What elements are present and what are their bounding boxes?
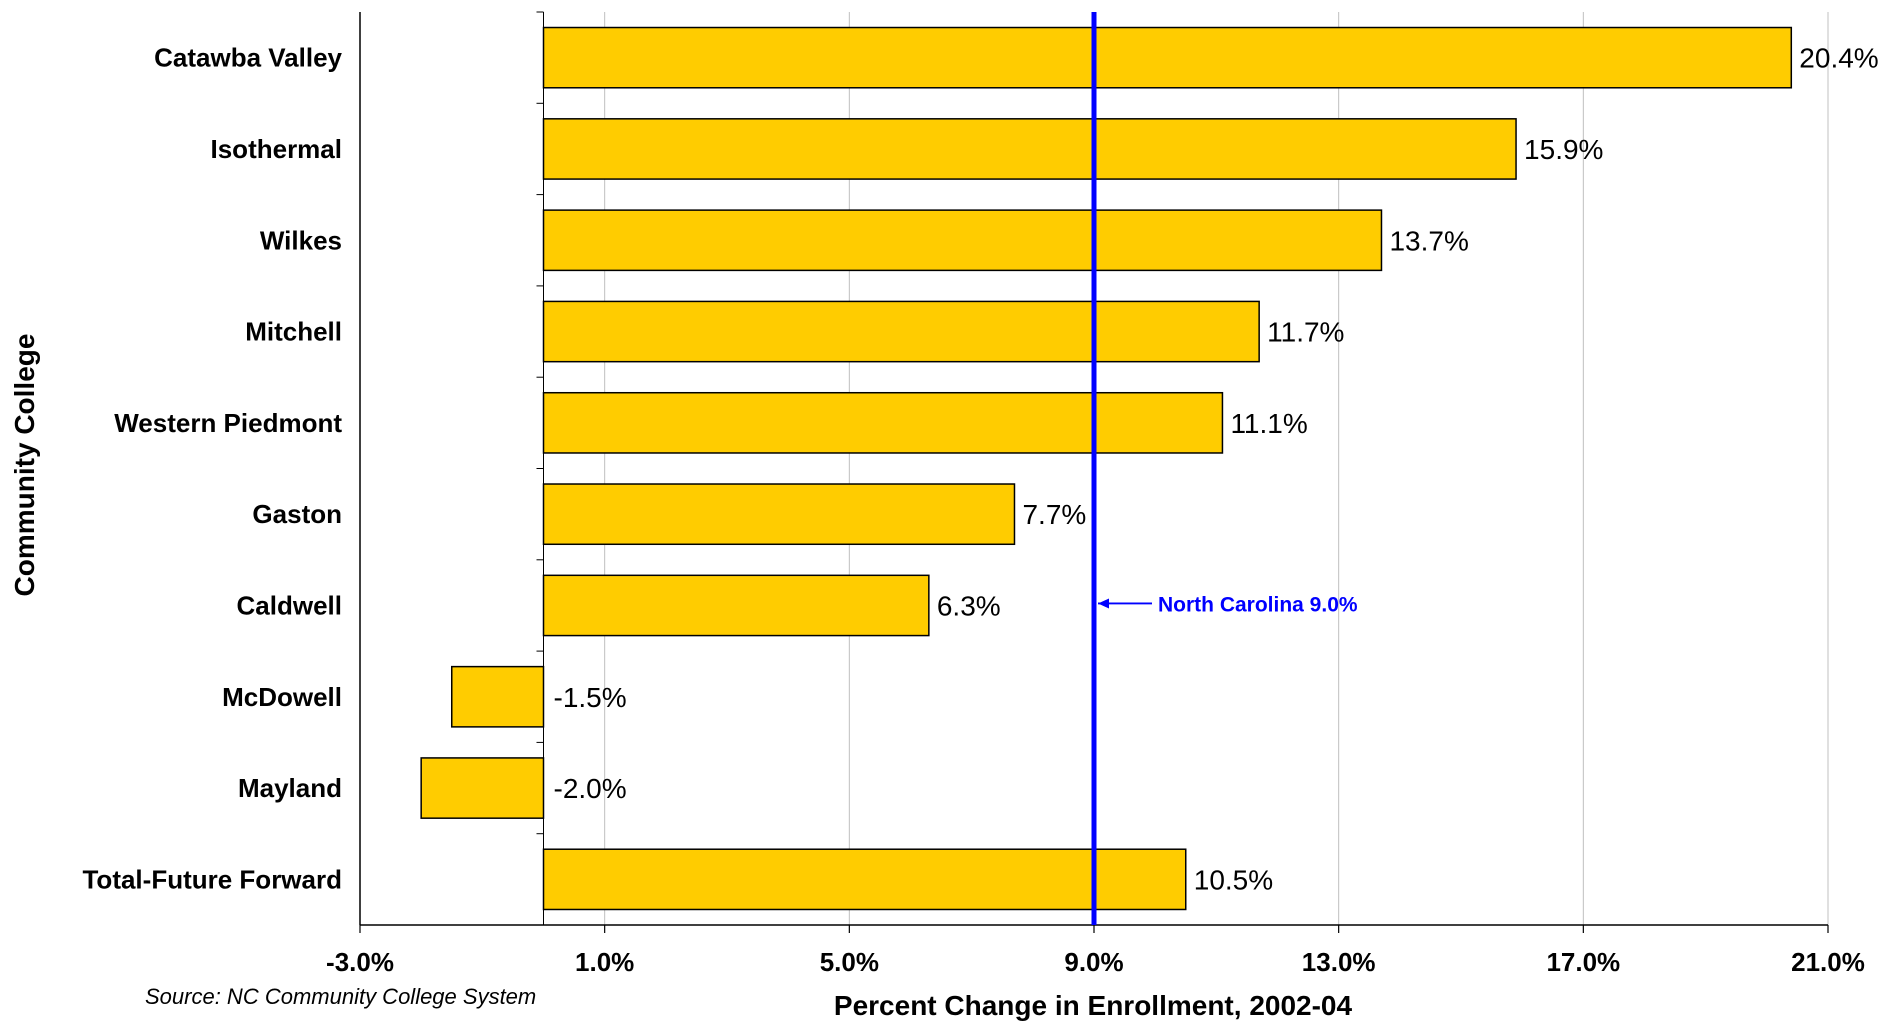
- x-tick-label: 17.0%: [1546, 947, 1620, 977]
- bar: [542, 300, 1260, 363]
- data-label: 7.7%: [1022, 499, 1086, 530]
- bar: [542, 391, 1224, 454]
- bar: [542, 209, 1383, 272]
- bar: [542, 848, 1187, 911]
- bar: [542, 26, 1793, 89]
- data-label: 11.7%: [1267, 317, 1344, 348]
- category-label: Catawba Valley: [154, 43, 342, 73]
- x-tick-label: -3.0%: [326, 947, 394, 977]
- data-label: 10.5%: [1194, 864, 1273, 895]
- category-label: Caldwell: [237, 590, 342, 620]
- bar: [451, 665, 545, 728]
- category-label: Mayland: [238, 773, 342, 803]
- y-axis-title: Community College: [9, 334, 40, 597]
- x-tick-label: 9.0%: [1064, 947, 1123, 977]
- x-tick-label: 21.0%: [1791, 947, 1865, 977]
- category-label: Wilkes: [260, 225, 342, 255]
- source-note: Source: NC Community College System: [145, 984, 536, 1009]
- x-tick-label: 1.0%: [575, 947, 634, 977]
- category-label: McDowell: [222, 682, 342, 712]
- reference-line-label: North Carolina 9.0%: [1158, 593, 1358, 616]
- bar: [542, 574, 930, 637]
- bar: [420, 757, 545, 819]
- data-label: 11.1%: [1230, 408, 1307, 439]
- bars: [420, 26, 1793, 911]
- category-label: Total-Future Forward: [82, 864, 342, 894]
- bar: [542, 118, 1517, 180]
- data-label: 13.7%: [1389, 225, 1468, 256]
- x-tick-label: 5.0%: [820, 947, 879, 977]
- category-label: Mitchell: [245, 317, 342, 347]
- data-label: -1.5%: [554, 682, 627, 713]
- data-label: 15.9%: [1524, 134, 1603, 165]
- x-tick-label: 13.0%: [1302, 947, 1376, 977]
- data-label: 6.3%: [937, 590, 1001, 621]
- x-axis-title: Percent Change in Enrollment, 2002-04: [834, 990, 1353, 1021]
- category-label: Western Piedmont: [114, 408, 342, 438]
- reference-line-group: North Carolina 9.0%: [1091, 12, 1358, 925]
- reference-arrowhead: [1098, 598, 1109, 609]
- category-label: Gaston: [252, 499, 342, 529]
- bar: [542, 483, 1016, 546]
- category-label: Isothermal: [211, 134, 343, 164]
- data-label: -2.0%: [554, 773, 627, 804]
- data-label: 20.4%: [1799, 43, 1878, 74]
- labels: -3.0% 1.0% 5.0% 9.0% 13.0% 17.0% 21.0% Catawba …: [82, 43, 1878, 977]
